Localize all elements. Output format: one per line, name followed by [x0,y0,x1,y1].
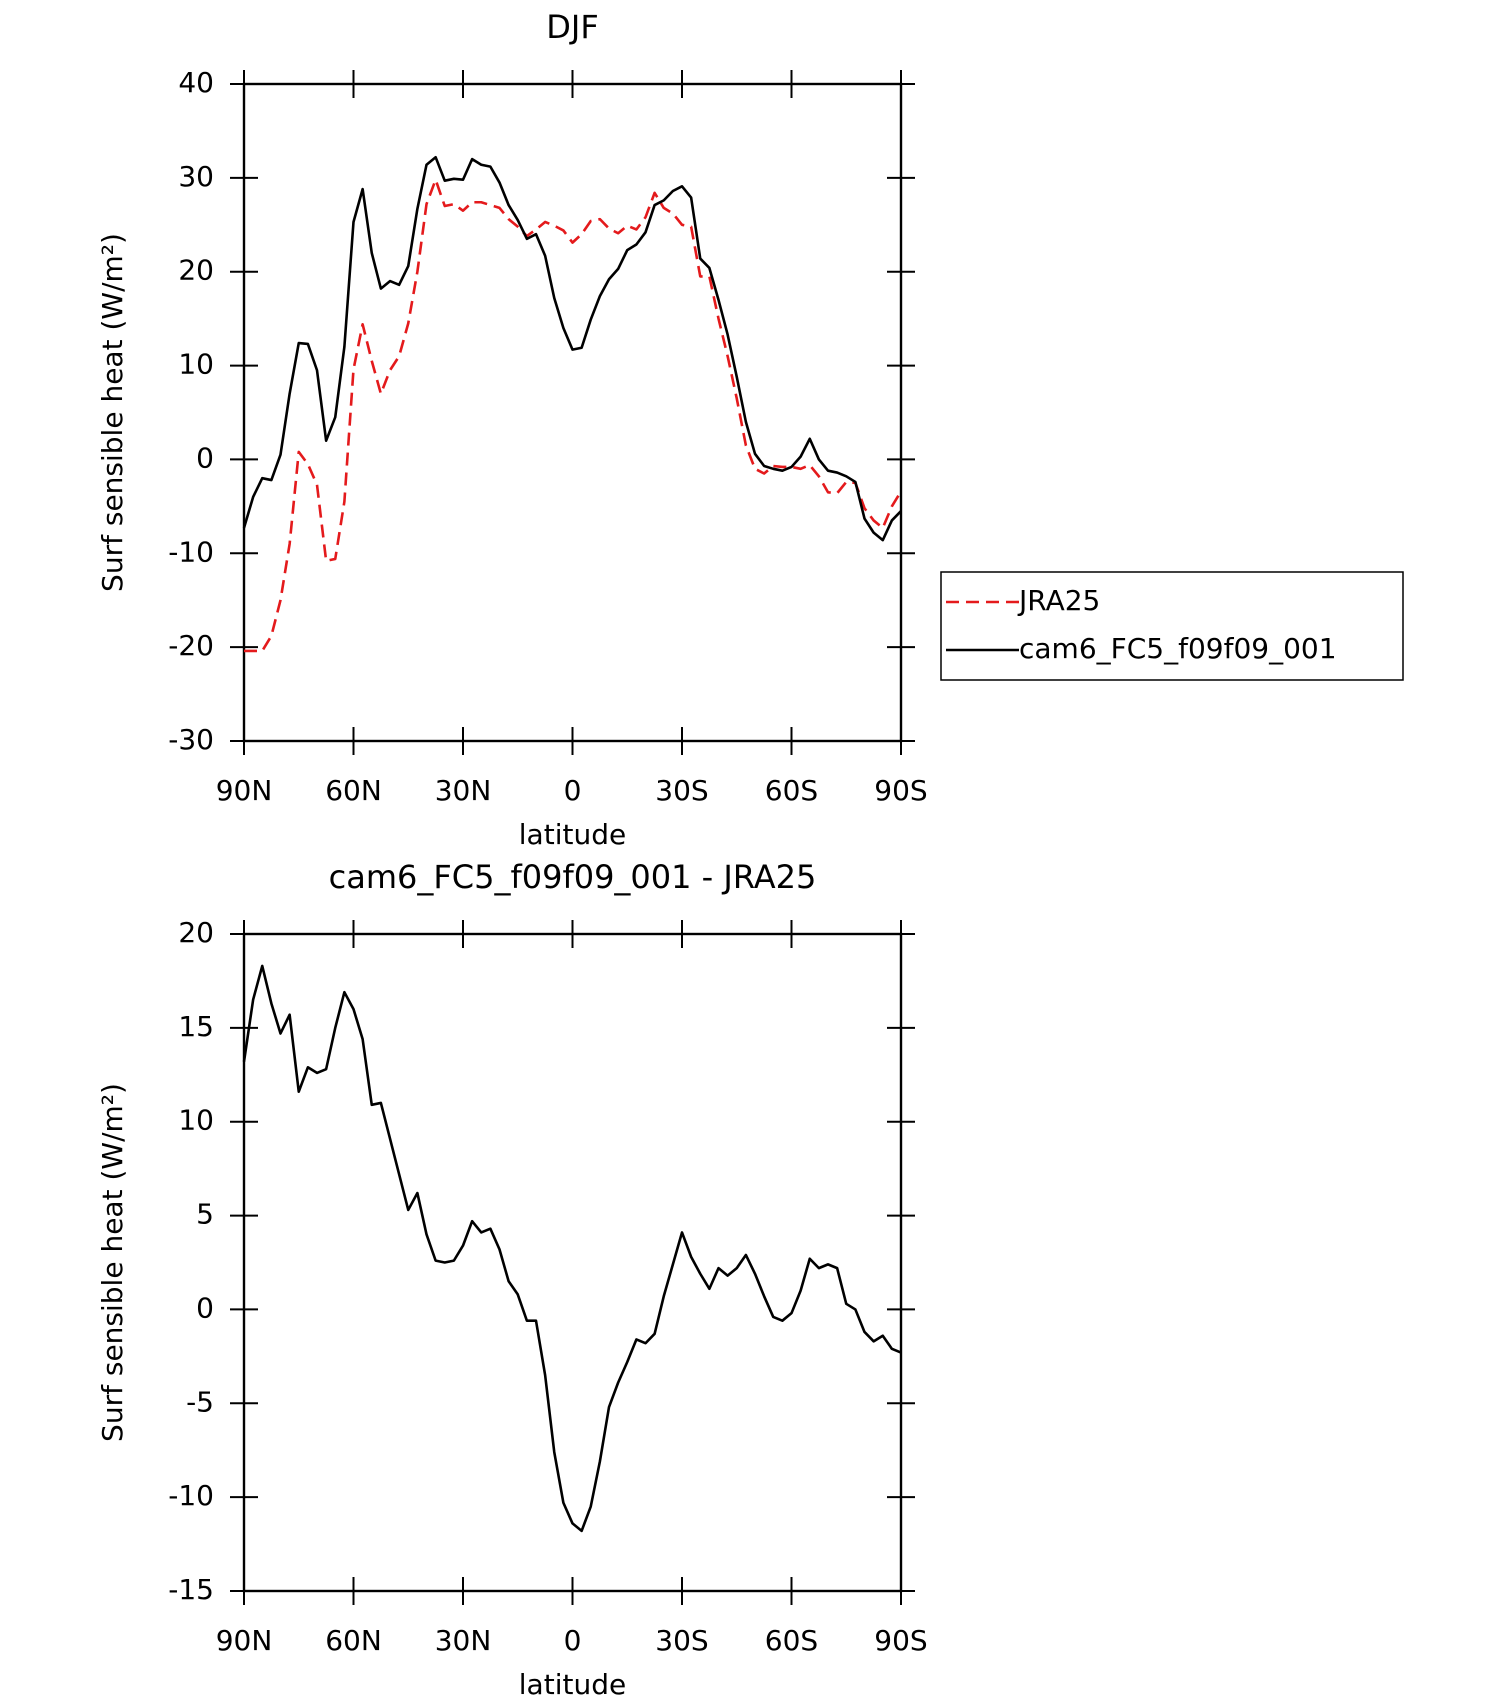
x-tick-label: 0 [564,774,582,807]
y-tick-label: 20 [178,916,214,949]
line-series [242,155,902,542]
plot-frame [242,82,903,743]
x-tick-label: 90S [874,1624,927,1657]
x-axis-label: latitude [519,818,626,851]
y-tick-label: 20 [178,254,214,287]
legend-label: cam6_FC5_f09f09_001 [1019,632,1337,665]
y-tick-label: 5 [196,1198,214,1231]
y-tick-label: 0 [196,1291,214,1324]
legend-label: JRA25 [1017,584,1100,617]
x-tick-label: 60N [325,774,382,807]
x-tick-label: 60N [325,1624,382,1657]
x-tick-label: 30S [655,774,708,807]
x-axis-label: latitude [519,1668,626,1701]
x-tick-label: 60S [765,1624,818,1657]
x-tick-label: 90N [216,1624,273,1657]
x-tick-label: 30S [655,1624,708,1657]
x-tick-label: 90N [216,774,273,807]
legend-box [940,571,1404,681]
y-tick-label: -10 [168,1479,214,1512]
y-tick-label: 15 [178,1010,214,1043]
y-tick-label: 0 [196,441,214,474]
line-series [244,178,903,653]
x-tick-label: 90S [874,774,927,807]
x-tick-label: 60S [765,774,818,807]
x-tick-label: 30N [435,1624,492,1657]
chart-title: cam6_FC5_f09f09_001 - JRA25 [329,858,817,896]
y-axis-label: Surf sensible heat (W/m²) [96,1083,129,1442]
y-tick-label: -30 [168,723,214,756]
y-tick-label: 40 [178,66,214,99]
x-tick-label: 0 [564,1624,582,1657]
y-tick-label: -20 [168,629,214,662]
y-tick-label: -15 [168,1573,214,1606]
y-tick-label: 30 [178,160,214,193]
y-tick-label: 10 [178,1104,214,1137]
chart-title: DJF [546,8,598,46]
y-axis-label: Surf sensible heat (W/m²) [96,233,129,592]
y-tick-label: -5 [186,1385,214,1418]
plot-frame [242,932,903,1593]
y-tick-label: 10 [178,348,214,381]
y-tick-label: -10 [168,535,214,568]
x-tick-label: 30N [435,774,492,807]
line-series [242,964,902,1533]
